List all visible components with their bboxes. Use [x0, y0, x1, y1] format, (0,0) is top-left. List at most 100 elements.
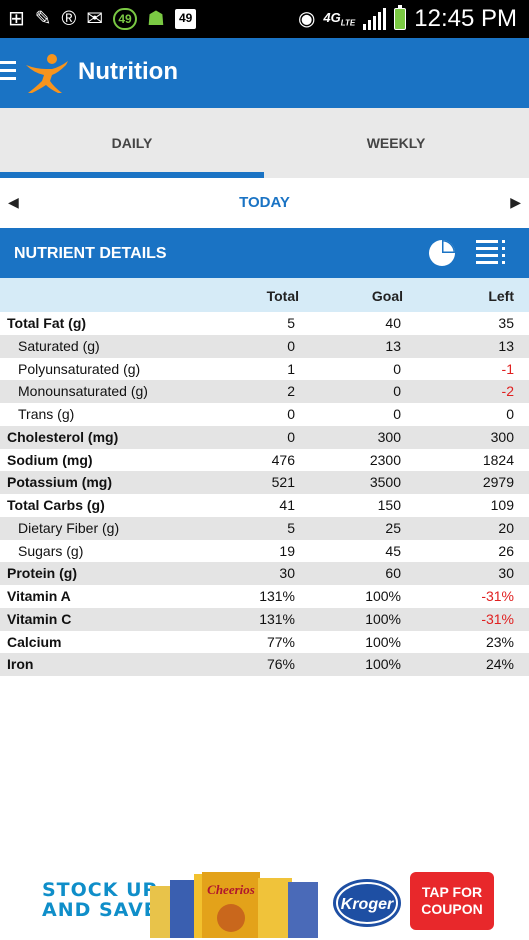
nutrient-name: Saturated (g) [18, 337, 100, 354]
ad-headline-line1: STOCK UP [42, 879, 158, 901]
table-row: Polyunsaturated (g) 1 0 -1 [0, 358, 529, 381]
nutrient-total: 0 [287, 406, 295, 422]
nutrient-total: 76% [266, 656, 295, 673]
nutrient-total: 0 [287, 428, 295, 445]
column-header-goal: Goal [371, 288, 403, 304]
table-row: Vitamin C 131% 100% -31% [0, 607, 529, 631]
nutrient-name: Protein (g) [7, 565, 77, 582]
nutrient-goal: 300 [377, 428, 401, 445]
clock: 12:45 PM [414, 5, 517, 32]
table-row: Calcium 77% 100% 23% [0, 631, 529, 654]
nutrient-left: -2 [501, 383, 514, 400]
period-tabs: DAILY WEEKLY [0, 108, 529, 178]
nutrient-name: Cholesterol (mg) [7, 428, 119, 445]
nutrient-left: 1824 [482, 451, 514, 468]
coupon-line1: TAP FOR [421, 884, 483, 900]
nutrient-name: Calcium [7, 633, 62, 650]
kroger-logo-label: Kroger [341, 896, 394, 913]
nutrient-goal: 100% [365, 588, 401, 604]
nutrient-left: -31% [481, 588, 514, 604]
notification-count-box: 49 [174, 9, 197, 29]
app-bar: Nutrition [0, 38, 529, 108]
nutrient-total: 131% [259, 588, 295, 604]
nutrient-goal: 2300 [369, 451, 401, 468]
tab-weekly[interactable]: WEEKLY [366, 135, 426, 151]
nutrient-left: 2979 [482, 474, 514, 491]
nutrient-goal: 60 [385, 565, 401, 582]
nutrient-left: 24% [485, 656, 514, 673]
table-row: Protein (g) 30 60 30 [0, 562, 529, 585]
nutrient-total: 0 [287, 337, 295, 354]
registered-icon: ® [61, 8, 77, 30]
table-row: Total Carbs (g) 41 150 109 [0, 494, 529, 517]
menu-icon[interactable] [0, 61, 16, 83]
nutrient-left: 109 [490, 497, 514, 513]
status-bar-right: ◉ 4GLTE 12:45 PM [298, 4, 517, 34]
table-row: Cholesterol (mg) 0 300 300 [0, 425, 529, 449]
nutrient-left: 0 [506, 406, 514, 422]
nutrient-name: Iron [7, 656, 34, 673]
nutrient-goal: 150 [377, 497, 401, 513]
nutrient-left: 20 [498, 519, 514, 536]
nutrient-goal: 40 [385, 315, 401, 331]
mail-icon: ✉ [86, 8, 104, 30]
nutrient-total: 131% [259, 610, 295, 627]
date-label: TODAY [239, 194, 290, 211]
myfitnesspal-logo-icon [26, 54, 68, 93]
tap-for-coupon-button[interactable]: TAP FOR COUPON [410, 872, 494, 930]
nutrient-goal: 0 [393, 406, 401, 422]
nutrient-total: 1 [287, 360, 295, 377]
table-row: Trans (g) 0 0 0 [0, 403, 529, 426]
notification-count-badge: 49 [113, 8, 138, 30]
nutrient-goal: 0 [393, 383, 401, 400]
list-icon[interactable] [474, 238, 508, 268]
section-title: NUTRIENT DETAILS [14, 245, 167, 262]
nutrient-goal: 0 [393, 360, 401, 377]
table-row: Dietary Fiber (g) 5 25 20 [0, 516, 529, 540]
nutrient-goal: 3500 [369, 474, 401, 491]
page-title: Nutrition [78, 58, 178, 85]
column-header-left: Left [488, 288, 514, 304]
nutrient-left: 26 [498, 542, 514, 559]
nutrient-goal: 100% [365, 656, 401, 673]
nutrient-left: 23% [485, 633, 514, 650]
status-bar-left: ⊞ ✎ ® ✉ 49 ☗ 49 [8, 5, 197, 33]
nutrient-left: 30 [498, 565, 514, 582]
table-row: Monounsaturated (g) 2 0 -2 [0, 380, 529, 403]
nutrient-name: Dietary Fiber (g) [18, 519, 120, 536]
table-row: Sodium (mg) 476 2300 1824 [0, 449, 529, 472]
network-type: 4GLTE [323, 10, 356, 28]
nutrient-name: Trans (g) [18, 406, 75, 422]
nutrient-left: 13 [498, 337, 514, 354]
nutrient-left: -1 [501, 360, 514, 377]
table-row: Iron 76% 100% 24% [0, 653, 529, 676]
nutrient-name: Vitamin A [7, 588, 71, 604]
nutrient-details-header: NUTRIENT DETAILS [0, 228, 529, 278]
table-row: Sugars (g) 19 45 26 [0, 540, 529, 563]
cereal-brand-label: Cheerios [207, 882, 255, 897]
nutrient-total: 2 [287, 383, 295, 400]
tab-daily[interactable]: DAILY [0, 108, 264, 178]
android-icon: ☗ [147, 8, 165, 30]
ad-banner[interactable]: STOCK UP AND SAVE! Cheerios Kroger TAP F… [0, 862, 529, 940]
ad-headline-line2: AND SAVE! [42, 899, 168, 921]
nutrient-left: 300 [490, 428, 514, 445]
right-arrow-icon[interactable]: ▶ [510, 194, 521, 210]
nutrient-name: Total Fat (g) [7, 315, 87, 331]
nutrient-total: 476 [271, 451, 295, 468]
nutrient-total: 5 [287, 315, 295, 331]
nutrient-name: Sugars (g) [18, 542, 84, 559]
pie-chart-icon[interactable] [428, 239, 456, 267]
nutrient-total: 521 [271, 474, 295, 491]
kroger-logo-icon: Kroger [333, 879, 401, 927]
cereal-boxes-image: Cheerios [150, 872, 318, 938]
table-row: Total Fat (g) 5 40 35 [0, 312, 529, 335]
broom-icon: ✎ [34, 8, 52, 30]
nutrient-goal: 45 [385, 542, 401, 559]
left-arrow-icon[interactable]: ◀ [8, 194, 19, 210]
nutrient-name: Polyunsaturated (g) [18, 360, 141, 377]
ad-headline: STOCK UP AND SAVE! [42, 880, 167, 920]
nutrient-goal: 100% [365, 633, 401, 650]
nutrient-left: -31% [481, 610, 514, 627]
nutrient-goal: 100% [365, 610, 401, 627]
